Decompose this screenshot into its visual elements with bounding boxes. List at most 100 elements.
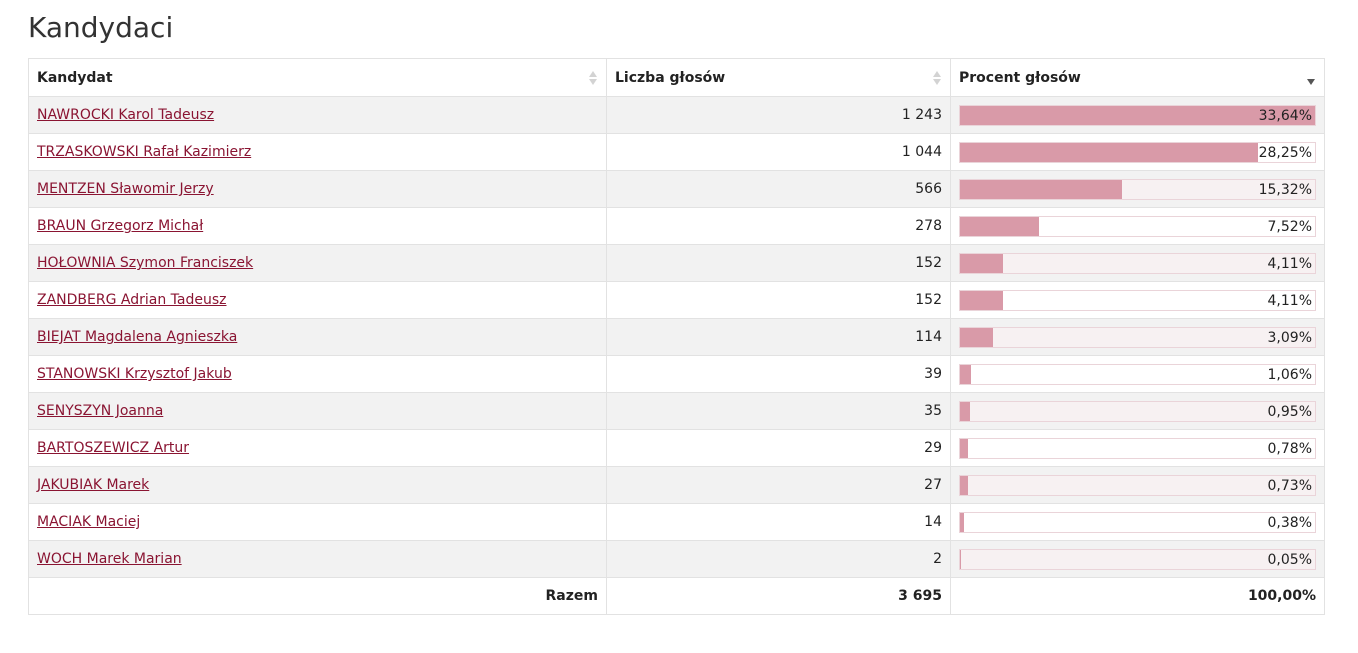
- percent-bar-fill: [960, 253, 1004, 273]
- votes-cell: 2: [606, 540, 951, 578]
- percent-bar: 1,06%: [959, 363, 1316, 385]
- candidate-link[interactable]: MACIAK Maciej: [37, 514, 141, 530]
- candidate-cell: MACIAK Maciej: [28, 503, 607, 541]
- percent-cell: 3,09%: [950, 318, 1325, 356]
- candidate-link[interactable]: HOŁOWNIA Szymon Franciszek: [37, 255, 254, 271]
- percent-bar-fill: [960, 216, 1040, 236]
- votes-cell: 29: [606, 429, 951, 467]
- votes-cell: 14: [606, 503, 951, 541]
- candidate-cell: NAWROCKI Karol Tadeusz: [28, 96, 607, 134]
- candidate-link[interactable]: STANOWSKI Krzysztof Jakub: [37, 366, 232, 382]
- percent-bar-fill: [960, 105, 1315, 125]
- candidates-table: Kandydat Liczba głosów Procent głosów NA…: [28, 58, 1325, 615]
- page-title: Kandydaci: [28, 11, 174, 44]
- percent-cell: 15,32%: [950, 170, 1325, 208]
- percent-bar: 15,32%: [959, 178, 1316, 200]
- percent-cell: 28,25%: [950, 133, 1325, 171]
- sort-desc-icon[interactable]: [1307, 70, 1315, 86]
- percent-label: 0,78%: [1267, 440, 1312, 457]
- candidate-link[interactable]: TRZASKOWSKI Rafał Kazimierz: [37, 144, 252, 160]
- votes-cell: 1 044: [606, 133, 951, 171]
- table-row: BIEJAT Magdalena Agnieszka 114 3,09%: [28, 318, 1325, 356]
- candidate-link[interactable]: SENYSZYN Joanna: [37, 403, 164, 419]
- percent-cell: 1,06%: [950, 355, 1325, 393]
- table-row: ZANDBERG Adrian Tadeusz 152 4,11%: [28, 281, 1325, 319]
- percent-label: 0,05%: [1267, 551, 1312, 568]
- votes-cell: 152: [606, 244, 951, 282]
- table-row: SENYSZYN Joanna 35 0,95%: [28, 392, 1325, 430]
- percent-cell: 33,64%: [950, 96, 1325, 134]
- candidate-cell: ZANDBERG Adrian Tadeusz: [28, 281, 607, 319]
- percent-bar-fill: [960, 327, 993, 347]
- candidate-link[interactable]: BARTOSZEWICZ Artur: [37, 440, 190, 456]
- table-row: HOŁOWNIA Szymon Franciszek 152 4,11%: [28, 244, 1325, 282]
- percent-bar: 0,95%: [959, 400, 1316, 422]
- table-row: BARTOSZEWICZ Artur 29 0,78%: [28, 429, 1325, 467]
- candidate-link[interactable]: WOCH Marek Marian: [37, 551, 182, 567]
- percent-label: 0,95%: [1267, 403, 1312, 420]
- table-row: NAWROCKI Karol Tadeusz 1 243 33,64%: [28, 96, 1325, 134]
- percent-cell: 4,11%: [950, 281, 1325, 319]
- total-row: Razem 3 695 100,00%: [28, 577, 1325, 615]
- percent-label: 0,73%: [1267, 477, 1312, 494]
- percent-bar: 33,64%: [959, 104, 1316, 126]
- votes-cell: 39: [606, 355, 951, 393]
- candidate-link[interactable]: MENTZEN Sławomir Jerzy: [37, 181, 214, 197]
- candidate-cell: JAKUBIAK Marek: [28, 466, 607, 504]
- votes-cell: 35: [606, 392, 951, 430]
- total-votes: 3 695: [606, 577, 951, 615]
- percent-label: 7,52%: [1267, 218, 1312, 235]
- candidate-cell: BIEJAT Magdalena Agnieszka: [28, 318, 607, 356]
- votes-cell: 27: [606, 466, 951, 504]
- percent-label: 0,38%: [1267, 514, 1312, 531]
- percent-bar: 4,11%: [959, 289, 1316, 311]
- percent-bar: 3,09%: [959, 326, 1316, 348]
- percent-bar-fill: [960, 549, 961, 569]
- percent-label: 3,09%: [1267, 329, 1312, 346]
- candidate-link[interactable]: ZANDBERG Adrian Tadeusz: [37, 292, 227, 308]
- percent-cell: 0,78%: [950, 429, 1325, 467]
- header-percent[interactable]: Procent głosów: [950, 58, 1325, 97]
- percent-cell: 0,95%: [950, 392, 1325, 430]
- percent-cell: 0,05%: [950, 540, 1325, 578]
- candidate-link[interactable]: BIEJAT Magdalena Agnieszka: [37, 329, 238, 345]
- sort-arrows-icon[interactable]: [933, 70, 941, 86]
- candidate-cell: BARTOSZEWICZ Artur: [28, 429, 607, 467]
- percent-bar: 0,78%: [959, 437, 1316, 459]
- percent-label: 4,11%: [1267, 255, 1312, 272]
- percent-bar-fill: [960, 364, 972, 384]
- percent-cell: 0,38%: [950, 503, 1325, 541]
- percent-cell: 0,73%: [950, 466, 1325, 504]
- percent-label: 33,64%: [1258, 107, 1312, 124]
- candidate-cell: STANOWSKI Krzysztof Jakub: [28, 355, 607, 393]
- percent-bar: 4,11%: [959, 252, 1316, 274]
- percent-bar: 0,38%: [959, 511, 1316, 533]
- candidate-cell: BRAUN Grzegorz Michał: [28, 207, 607, 245]
- percent-bar-fill: [960, 401, 971, 421]
- table-row: JAKUBIAK Marek 27 0,73%: [28, 466, 1325, 504]
- table-row: BRAUN Grzegorz Michał 278 7,52%: [28, 207, 1325, 245]
- percent-bar-fill: [960, 179, 1122, 199]
- header-votes[interactable]: Liczba głosów: [606, 58, 951, 97]
- candidate-cell: MENTZEN Sławomir Jerzy: [28, 170, 607, 208]
- candidate-link[interactable]: NAWROCKI Karol Tadeusz: [37, 107, 215, 123]
- sort-arrows-icon[interactable]: [589, 70, 597, 86]
- header-candidate[interactable]: Kandydat: [28, 58, 607, 97]
- candidate-cell: HOŁOWNIA Szymon Franciszek: [28, 244, 607, 282]
- votes-cell: 278: [606, 207, 951, 245]
- candidate-link[interactable]: JAKUBIAK Marek: [37, 477, 150, 493]
- percent-bar: 28,25%: [959, 141, 1316, 163]
- candidate-cell: SENYSZYN Joanna: [28, 392, 607, 430]
- total-label: Razem: [28, 577, 607, 615]
- percent-label: 28,25%: [1258, 144, 1312, 161]
- votes-cell: 114: [606, 318, 951, 356]
- candidate-link[interactable]: BRAUN Grzegorz Michał: [37, 218, 204, 234]
- candidate-cell: WOCH Marek Marian: [28, 540, 607, 578]
- table-row: MACIAK Maciej 14 0,38%: [28, 503, 1325, 541]
- percent-bar-fill: [960, 142, 1259, 162]
- percent-bar-fill: [960, 438, 969, 458]
- header-votes-label: Liczba głosów: [615, 69, 726, 86]
- percent-cell: 7,52%: [950, 207, 1325, 245]
- percent-label: 15,32%: [1258, 181, 1312, 198]
- votes-cell: 566: [606, 170, 951, 208]
